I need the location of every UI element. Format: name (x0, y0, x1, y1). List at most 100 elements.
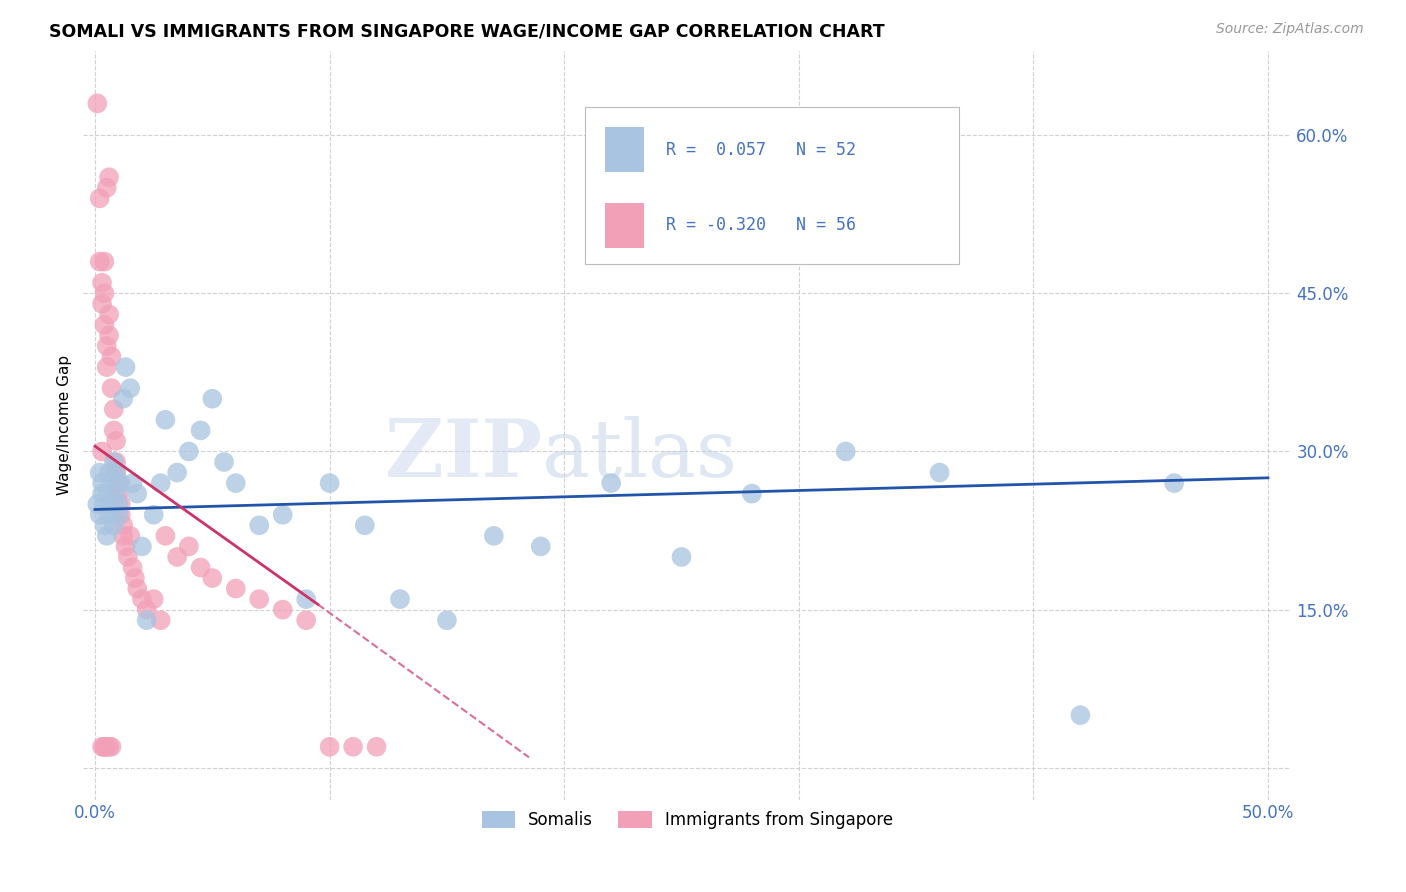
Point (105, 466, 128, 480)
Point (271, 508, 294, 522)
Point (93, 254, 115, 268)
Point (112, 518, 135, 533)
Point (110, 497, 132, 511)
Point (928, 466, 950, 480)
Point (124, 571, 146, 585)
Point (110, 476, 132, 491)
Point (120, 381, 142, 395)
Point (177, 540, 200, 554)
Point (89, 508, 111, 522)
Point (155, 413, 177, 427)
Point (271, 602, 294, 616)
Point (201, 392, 224, 406)
Point (190, 423, 212, 437)
Point (93, 518, 115, 533)
Point (212, 455, 235, 469)
Point (107, 486, 129, 500)
Point (93, 286, 115, 301)
Point (112, 392, 135, 406)
Point (142, 592, 165, 607)
Point (482, 529, 505, 543)
Point (388, 592, 411, 607)
Point (117, 549, 139, 564)
Point (353, 518, 375, 533)
Point (91, 739, 114, 754)
Point (436, 613, 458, 627)
Point (671, 549, 693, 564)
Point (96, 529, 118, 543)
Point (741, 486, 763, 500)
Text: SOMALI VS IMMIGRANTS FROM SINGAPORE WAGE/INCOME GAP CORRELATION CHART: SOMALI VS IMMIGRANTS FROM SINGAPORE WAGE… (49, 22, 884, 40)
Point (1163, 476, 1185, 491)
Point (98, 328, 121, 343)
Point (225, 582, 247, 596)
Point (121, 560, 143, 574)
Point (121, 476, 143, 491)
Point (96, 739, 118, 754)
Point (105, 466, 128, 480)
Point (93, 497, 115, 511)
Point (135, 613, 157, 627)
Point (98, 307, 121, 321)
Point (295, 592, 318, 607)
Point (91, 486, 114, 500)
FancyBboxPatch shape (585, 107, 959, 264)
Point (98, 170, 121, 185)
Point (96, 181, 118, 195)
Point (1069, 708, 1091, 723)
Point (91, 444, 114, 458)
Point (107, 508, 129, 522)
Text: atlas: atlas (543, 416, 738, 494)
Bar (605, 202, 644, 248)
Point (142, 508, 165, 522)
Point (100, 739, 122, 754)
Point (177, 444, 200, 458)
Point (166, 549, 188, 564)
Point (112, 529, 135, 543)
Point (89, 466, 111, 480)
Point (120, 529, 142, 543)
Point (530, 540, 553, 554)
Point (225, 476, 247, 491)
Y-axis label: Wage/Income Gap: Wage/Income Gap (58, 355, 72, 495)
Point (100, 497, 122, 511)
Point (107, 497, 129, 511)
Point (110, 508, 132, 522)
Point (100, 350, 122, 364)
Point (96, 486, 118, 500)
Point (86, 96, 108, 111)
Point (366, 739, 388, 754)
Point (201, 571, 224, 585)
Point (131, 540, 153, 554)
Point (295, 613, 318, 627)
Point (149, 613, 172, 627)
Text: ZIP: ZIP (385, 416, 543, 494)
Point (114, 540, 136, 554)
Point (131, 592, 153, 607)
Point (98, 508, 121, 522)
Point (127, 582, 149, 596)
Point (96, 339, 118, 353)
Point (114, 360, 136, 375)
Bar (605, 127, 644, 172)
Point (318, 476, 340, 491)
Point (135, 602, 157, 616)
Legend: Somalis, Immigrants from Singapore: Somalis, Immigrants from Singapore (475, 805, 900, 836)
Point (100, 476, 122, 491)
Point (342, 739, 364, 754)
Point (247, 518, 270, 533)
Point (127, 486, 149, 500)
Point (89, 254, 111, 268)
Point (98, 466, 121, 480)
Point (190, 560, 212, 574)
Text: Source: ZipAtlas.com: Source: ZipAtlas.com (1216, 22, 1364, 37)
Point (89, 191, 111, 205)
Point (105, 434, 128, 448)
Point (166, 466, 188, 480)
Point (105, 455, 128, 469)
Point (103, 455, 125, 469)
Point (91, 276, 114, 290)
Point (318, 739, 340, 754)
Point (155, 529, 177, 543)
Point (103, 402, 125, 417)
